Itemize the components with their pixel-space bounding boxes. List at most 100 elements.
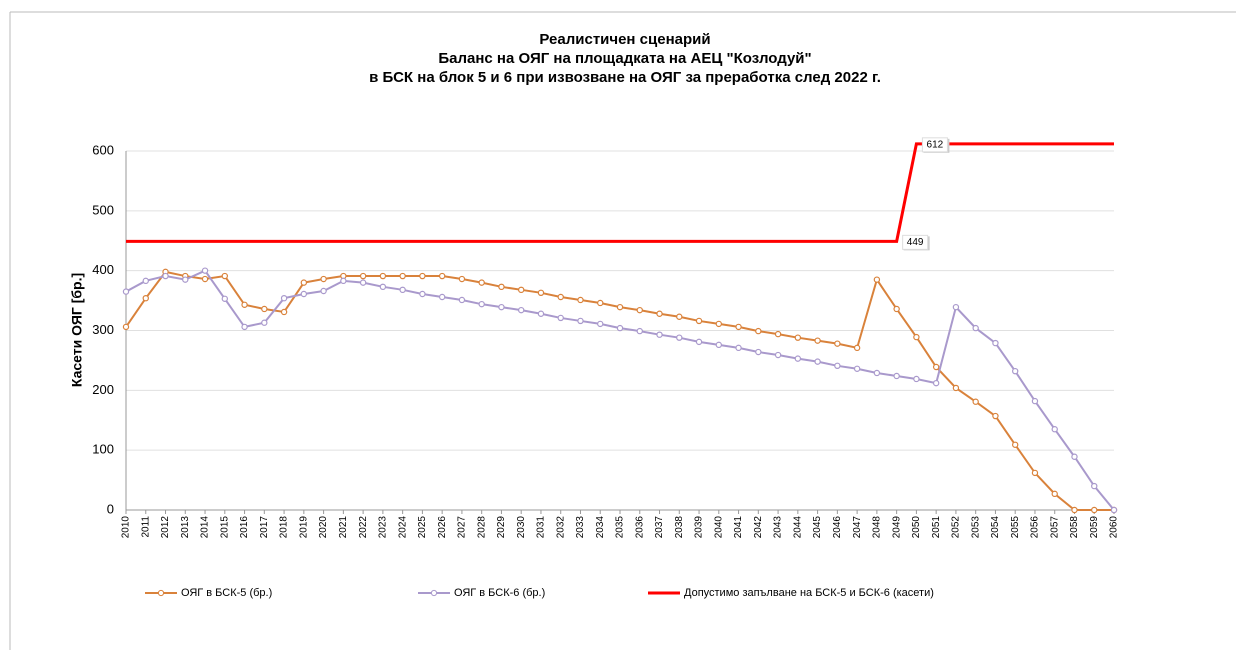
- marker: [794, 355, 802, 362]
- x-tick-label: 2025: [417, 516, 428, 539]
- x-tick-label: 2010: [121, 516, 132, 539]
- legend-label: Допустимо запълване на БСК-5 и БСК-6 (ка…: [684, 587, 934, 599]
- marker: [122, 288, 130, 295]
- x-tick-label: 2054: [990, 516, 1001, 539]
- marker: [142, 277, 149, 285]
- marker: [932, 379, 940, 387]
- marker: [1012, 441, 1019, 448]
- marker: [1051, 426, 1058, 433]
- marker: [952, 384, 960, 392]
- marker: [755, 327, 762, 335]
- marker: [300, 290, 308, 298]
- x-tick-label: 2014: [200, 516, 211, 539]
- marker: [676, 334, 683, 341]
- x-tick-label: 2049: [891, 516, 902, 539]
- x-tick-label: 2035: [615, 516, 626, 539]
- marker: [221, 295, 228, 302]
- marker: [616, 324, 624, 332]
- x-tick-label: 2050: [911, 516, 922, 539]
- marker: [478, 300, 485, 308]
- marker: [162, 272, 169, 280]
- x-tick-label: 2032: [555, 516, 566, 539]
- marker: [320, 275, 327, 283]
- marker: [952, 303, 960, 311]
- x-tick-label: 2020: [318, 516, 329, 539]
- marker: [597, 320, 604, 328]
- x-tick-label: 2019: [298, 516, 309, 539]
- marker: [636, 327, 643, 335]
- marker: [1071, 453, 1078, 460]
- marker: [1110, 506, 1118, 514]
- marker: [340, 277, 347, 285]
- x-tick-label: 2027: [457, 516, 468, 539]
- x-tick-label: 2017: [259, 516, 270, 539]
- marker: [992, 412, 999, 420]
- x-tick-label: 2046: [832, 516, 843, 539]
- marker: [300, 279, 308, 286]
- x-tick-label: 2030: [516, 516, 527, 539]
- marker: [814, 337, 821, 344]
- y-tick-label: 0: [107, 501, 114, 516]
- chart-title: в БСК на блок 5 и 6 при извозване на ОЯГ…: [369, 69, 881, 86]
- chart-title: Реалистичен сценарий: [539, 31, 710, 48]
- x-tick-label: 2042: [753, 516, 764, 539]
- x-tick-label: 2033: [575, 516, 586, 539]
- marker: [201, 267, 209, 274]
- y-tick-label: 300: [92, 322, 114, 337]
- marker: [755, 348, 762, 356]
- chart-title: Баланс на ОЯГ на площадката на АЕЦ "Козл…: [438, 50, 811, 67]
- marker: [853, 344, 861, 352]
- marker: [1051, 490, 1058, 498]
- marker: [992, 339, 999, 347]
- marker: [379, 283, 387, 291]
- legend-marker: [157, 589, 165, 597]
- x-tick-label: 2041: [733, 516, 744, 539]
- marker: [359, 279, 367, 286]
- marker: [913, 375, 920, 383]
- x-tick-label: 2038: [674, 516, 685, 539]
- marker: [458, 275, 466, 283]
- marker: [241, 323, 248, 331]
- x-tick-label: 2051: [931, 516, 942, 539]
- marker: [577, 296, 584, 304]
- marker: [537, 310, 545, 317]
- x-tick-label: 2053: [970, 516, 981, 539]
- marker: [438, 272, 446, 280]
- marker: [932, 363, 940, 371]
- x-tick-label: 2036: [634, 516, 645, 539]
- x-tick-label: 2037: [654, 516, 665, 539]
- x-tick-label: 2029: [496, 516, 507, 539]
- x-tick-label: 2012: [160, 516, 171, 539]
- y-tick-label: 500: [92, 202, 114, 217]
- marker: [498, 283, 505, 291]
- x-tick-label: 2023: [378, 516, 389, 539]
- x-tick-label: 2034: [595, 516, 606, 539]
- marker: [1031, 397, 1039, 405]
- data-label-box: [902, 234, 929, 250]
- marker: [972, 398, 979, 405]
- marker: [419, 272, 426, 280]
- marker: [715, 341, 723, 349]
- x-tick-label: 2024: [397, 516, 408, 539]
- x-tick-label: 2015: [219, 516, 230, 539]
- marker: [893, 372, 900, 380]
- x-tick-label: 2044: [792, 516, 803, 539]
- marker: [1091, 506, 1098, 514]
- marker: [498, 303, 505, 311]
- marker: [616, 303, 624, 311]
- x-tick-label: 2055: [1010, 516, 1021, 539]
- marker: [122, 323, 130, 331]
- marker: [1031, 469, 1039, 477]
- marker: [557, 293, 564, 301]
- marker: [774, 351, 782, 359]
- marker: [656, 331, 663, 338]
- y-axis-label: Касети ОЯГ [бр.]: [69, 273, 85, 387]
- x-tick-label: 2058: [1069, 516, 1080, 539]
- marker: [557, 314, 564, 322]
- marker: [458, 296, 466, 304]
- marker: [873, 369, 881, 377]
- marker: [695, 338, 703, 346]
- marker: [182, 276, 189, 283]
- marker: [676, 313, 683, 320]
